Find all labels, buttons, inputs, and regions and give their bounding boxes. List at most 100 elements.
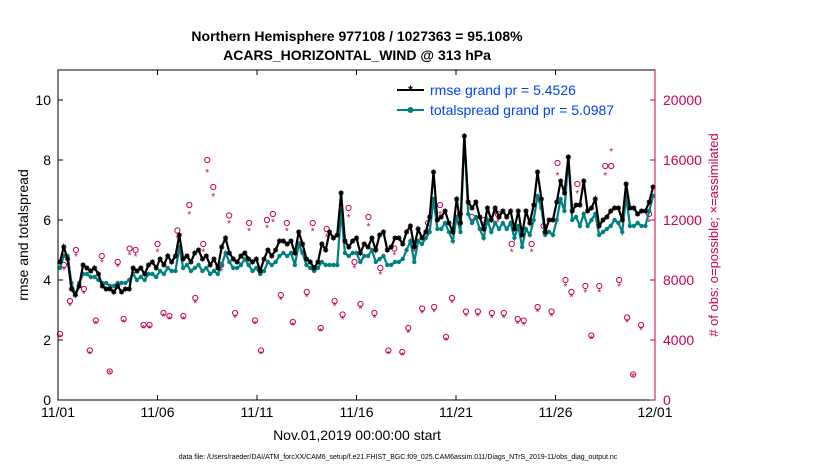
obs-possible-point (98, 252, 105, 260)
obs-possible-point (283, 219, 290, 227)
obs-assimilated-point: * (631, 372, 635, 383)
obs-assimilated-point: * (148, 324, 152, 335)
rmse-point (350, 238, 356, 244)
rmse-point (515, 208, 521, 214)
rmse-point (226, 250, 232, 256)
totalspread-point (134, 277, 140, 283)
obs-possible-point (462, 308, 470, 315)
rmse-point (65, 256, 71, 262)
rmse-point (631, 205, 637, 211)
rmse-point (377, 232, 383, 238)
totalspread-point (427, 229, 432, 235)
obs-assimilated-point: * (122, 318, 126, 329)
x-tick-label: 11/26 (539, 404, 573, 420)
rmse-point (326, 229, 333, 235)
obs-assimilated-point: * (496, 218, 500, 229)
rmse-point (242, 250, 248, 256)
obs-assimilated-point: * (359, 305, 363, 316)
totalspread-point (192, 265, 197, 271)
rmse-point (492, 205, 498, 211)
rmse-point (584, 208, 591, 214)
obs-possible-point (146, 321, 153, 329)
totalspread-point (154, 274, 159, 280)
plot-area (58, 70, 655, 400)
obs-possible-point (92, 317, 99, 324)
rmse-point (80, 262, 86, 268)
totalspread-point (246, 262, 251, 268)
obs-possible-point (263, 216, 271, 224)
obs-possible-point (371, 309, 378, 317)
chart-title-line2: ACARS_HORIZONTAL_WIND @ 313 hPa (223, 47, 491, 63)
obs-assimilated-point: * (62, 266, 66, 277)
obs-possible-point (180, 312, 187, 320)
rmse-point (450, 229, 456, 235)
rmse-point (292, 250, 298, 256)
obs-possible-point (357, 300, 364, 308)
rmse-point (222, 235, 229, 241)
legend-marker-spread (407, 107, 414, 113)
rmse-point (538, 196, 544, 202)
rmse-point (91, 265, 98, 271)
obs-possible-point (232, 309, 239, 317)
obs-assimilated-point: * (420, 309, 424, 320)
rmse-point (126, 286, 132, 292)
totalspread-point (373, 259, 378, 265)
obs-assimilated-point: * (58, 333, 62, 344)
totalspread-point (84, 271, 90, 277)
totalspread-point (489, 229, 494, 235)
obs-assimilated-point: * (609, 147, 613, 158)
rmse-point (261, 256, 267, 262)
obs-assimilated-point: * (556, 171, 560, 182)
totalspread-point (620, 229, 625, 235)
obs-possible-point (257, 347, 265, 354)
rmse-point (527, 220, 533, 226)
obs-possible-point (200, 240, 207, 248)
obs-assimilated-point: * (162, 312, 166, 323)
rmse-point (488, 217, 494, 223)
obs-assimilated-point: * (378, 270, 382, 281)
obs-possible-point (339, 311, 346, 318)
rmse-point (477, 214, 483, 220)
totalspread-point (57, 265, 63, 271)
series-layer (57, 133, 656, 299)
rmse-point (554, 199, 560, 205)
y-right-tick-label: 0 (663, 392, 671, 408)
totalspread-point (492, 220, 498, 226)
x-tick-label: 11/11 (241, 404, 274, 420)
rmse-point (211, 256, 217, 262)
rmse-point (284, 241, 290, 247)
totalspread-point (446, 229, 452, 235)
obs-assimilated-point: * (319, 327, 323, 338)
obs-possible-point (436, 201, 444, 209)
totalspread-point (315, 265, 321, 271)
totalspread-point (377, 256, 382, 262)
rmse-point (504, 214, 510, 220)
obs-possible-point (303, 288, 310, 296)
rmse-point (72, 292, 78, 298)
rmse-point (57, 259, 63, 265)
totalspread-point (439, 226, 444, 232)
y-left-tick-label: 10 (35, 92, 51, 108)
obs-possible-point (554, 159, 561, 167)
rmse-point (184, 253, 190, 259)
obs-assimilated-point: * (522, 321, 526, 332)
totalspread-point (138, 274, 144, 280)
totalspread-point (250, 268, 255, 274)
totalspread-point (419, 241, 425, 247)
rmse-point (84, 265, 90, 271)
rmse-point (299, 241, 306, 247)
totalspread-point (465, 211, 471, 217)
rmse-point (577, 202, 583, 208)
obs-possible-point (448, 294, 456, 302)
rmse-point (99, 283, 105, 289)
legend-marker-rmse: * (408, 83, 413, 97)
obs-possible-point (251, 317, 259, 324)
rmse-point (118, 289, 125, 295)
totalspread-point (608, 223, 613, 229)
rmse-point (608, 208, 614, 214)
totalspread-point (381, 253, 386, 259)
rmse-point (342, 238, 348, 244)
totalspread-point (142, 277, 147, 283)
totalspread-point (215, 271, 221, 277)
totalspread-point (408, 238, 413, 244)
